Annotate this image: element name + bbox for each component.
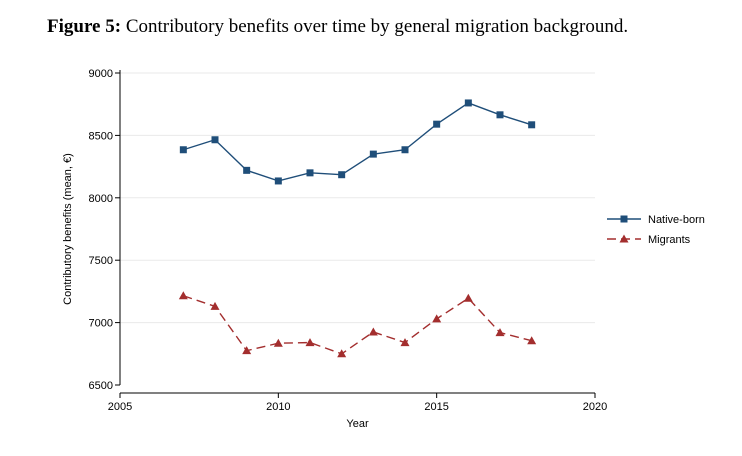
axes: 6500 7000 7500 8000 8500 9000 2005 2010 2015 2020: [89, 68, 608, 413]
data-point: [620, 215, 628, 223]
legend: Native-born Migrants: [607, 214, 705, 246]
data-point: [368, 327, 378, 336]
data-point: [243, 166, 251, 174]
data-point: [495, 328, 505, 337]
data-point: [433, 120, 441, 128]
data-point: [432, 314, 442, 323]
data-point: [305, 338, 315, 347]
data-point: [211, 136, 219, 144]
data-point: [527, 336, 537, 345]
data-point: [274, 177, 282, 185]
x-tick-label: 2020: [583, 401, 607, 413]
series-line: [183, 295, 532, 355]
data-point: [338, 171, 346, 179]
figure-label: Figure 5:: [47, 16, 122, 37]
data-point: [528, 121, 536, 129]
data-point: [464, 99, 472, 107]
x-tick-label: 2010: [266, 401, 290, 413]
data-point: [306, 169, 314, 177]
data-point: [401, 146, 409, 154]
series-layer: [178, 99, 537, 358]
legend-label: Native-born: [648, 214, 705, 226]
y-tick-label: 8500: [89, 130, 113, 142]
x-tick-label: 2005: [108, 401, 132, 413]
y-tick-label: 6500: [89, 380, 113, 392]
figure-title: Figure 5: Contributory benefits over tim…: [47, 16, 628, 38]
y-tick-label: 7500: [89, 255, 113, 267]
y-tick-label: 8000: [89, 193, 113, 205]
data-point: [242, 346, 252, 355]
gridlines: [120, 72, 595, 324]
data-point: [179, 146, 187, 154]
series-line: [183, 102, 532, 182]
legend-label: Migrants: [648, 234, 691, 246]
figure-caption: Contributory benefits over time by gener…: [121, 16, 629, 37]
data-point: [273, 338, 283, 347]
y-axis-label: Contributory benefits (mean, €): [62, 153, 74, 305]
data-point: [369, 150, 377, 158]
data-point: [210, 301, 220, 310]
data-point: [463, 293, 473, 302]
data-point: [337, 349, 347, 358]
data-point: [400, 338, 410, 347]
data-point: [178, 291, 188, 300]
data-point: [496, 111, 504, 119]
y-tick-label: 7000: [89, 318, 113, 330]
x-axis-label: Year: [346, 418, 369, 430]
x-tick-label: 2015: [424, 401, 448, 413]
y-tick-label: 9000: [89, 68, 113, 80]
data-point: [619, 234, 629, 243]
